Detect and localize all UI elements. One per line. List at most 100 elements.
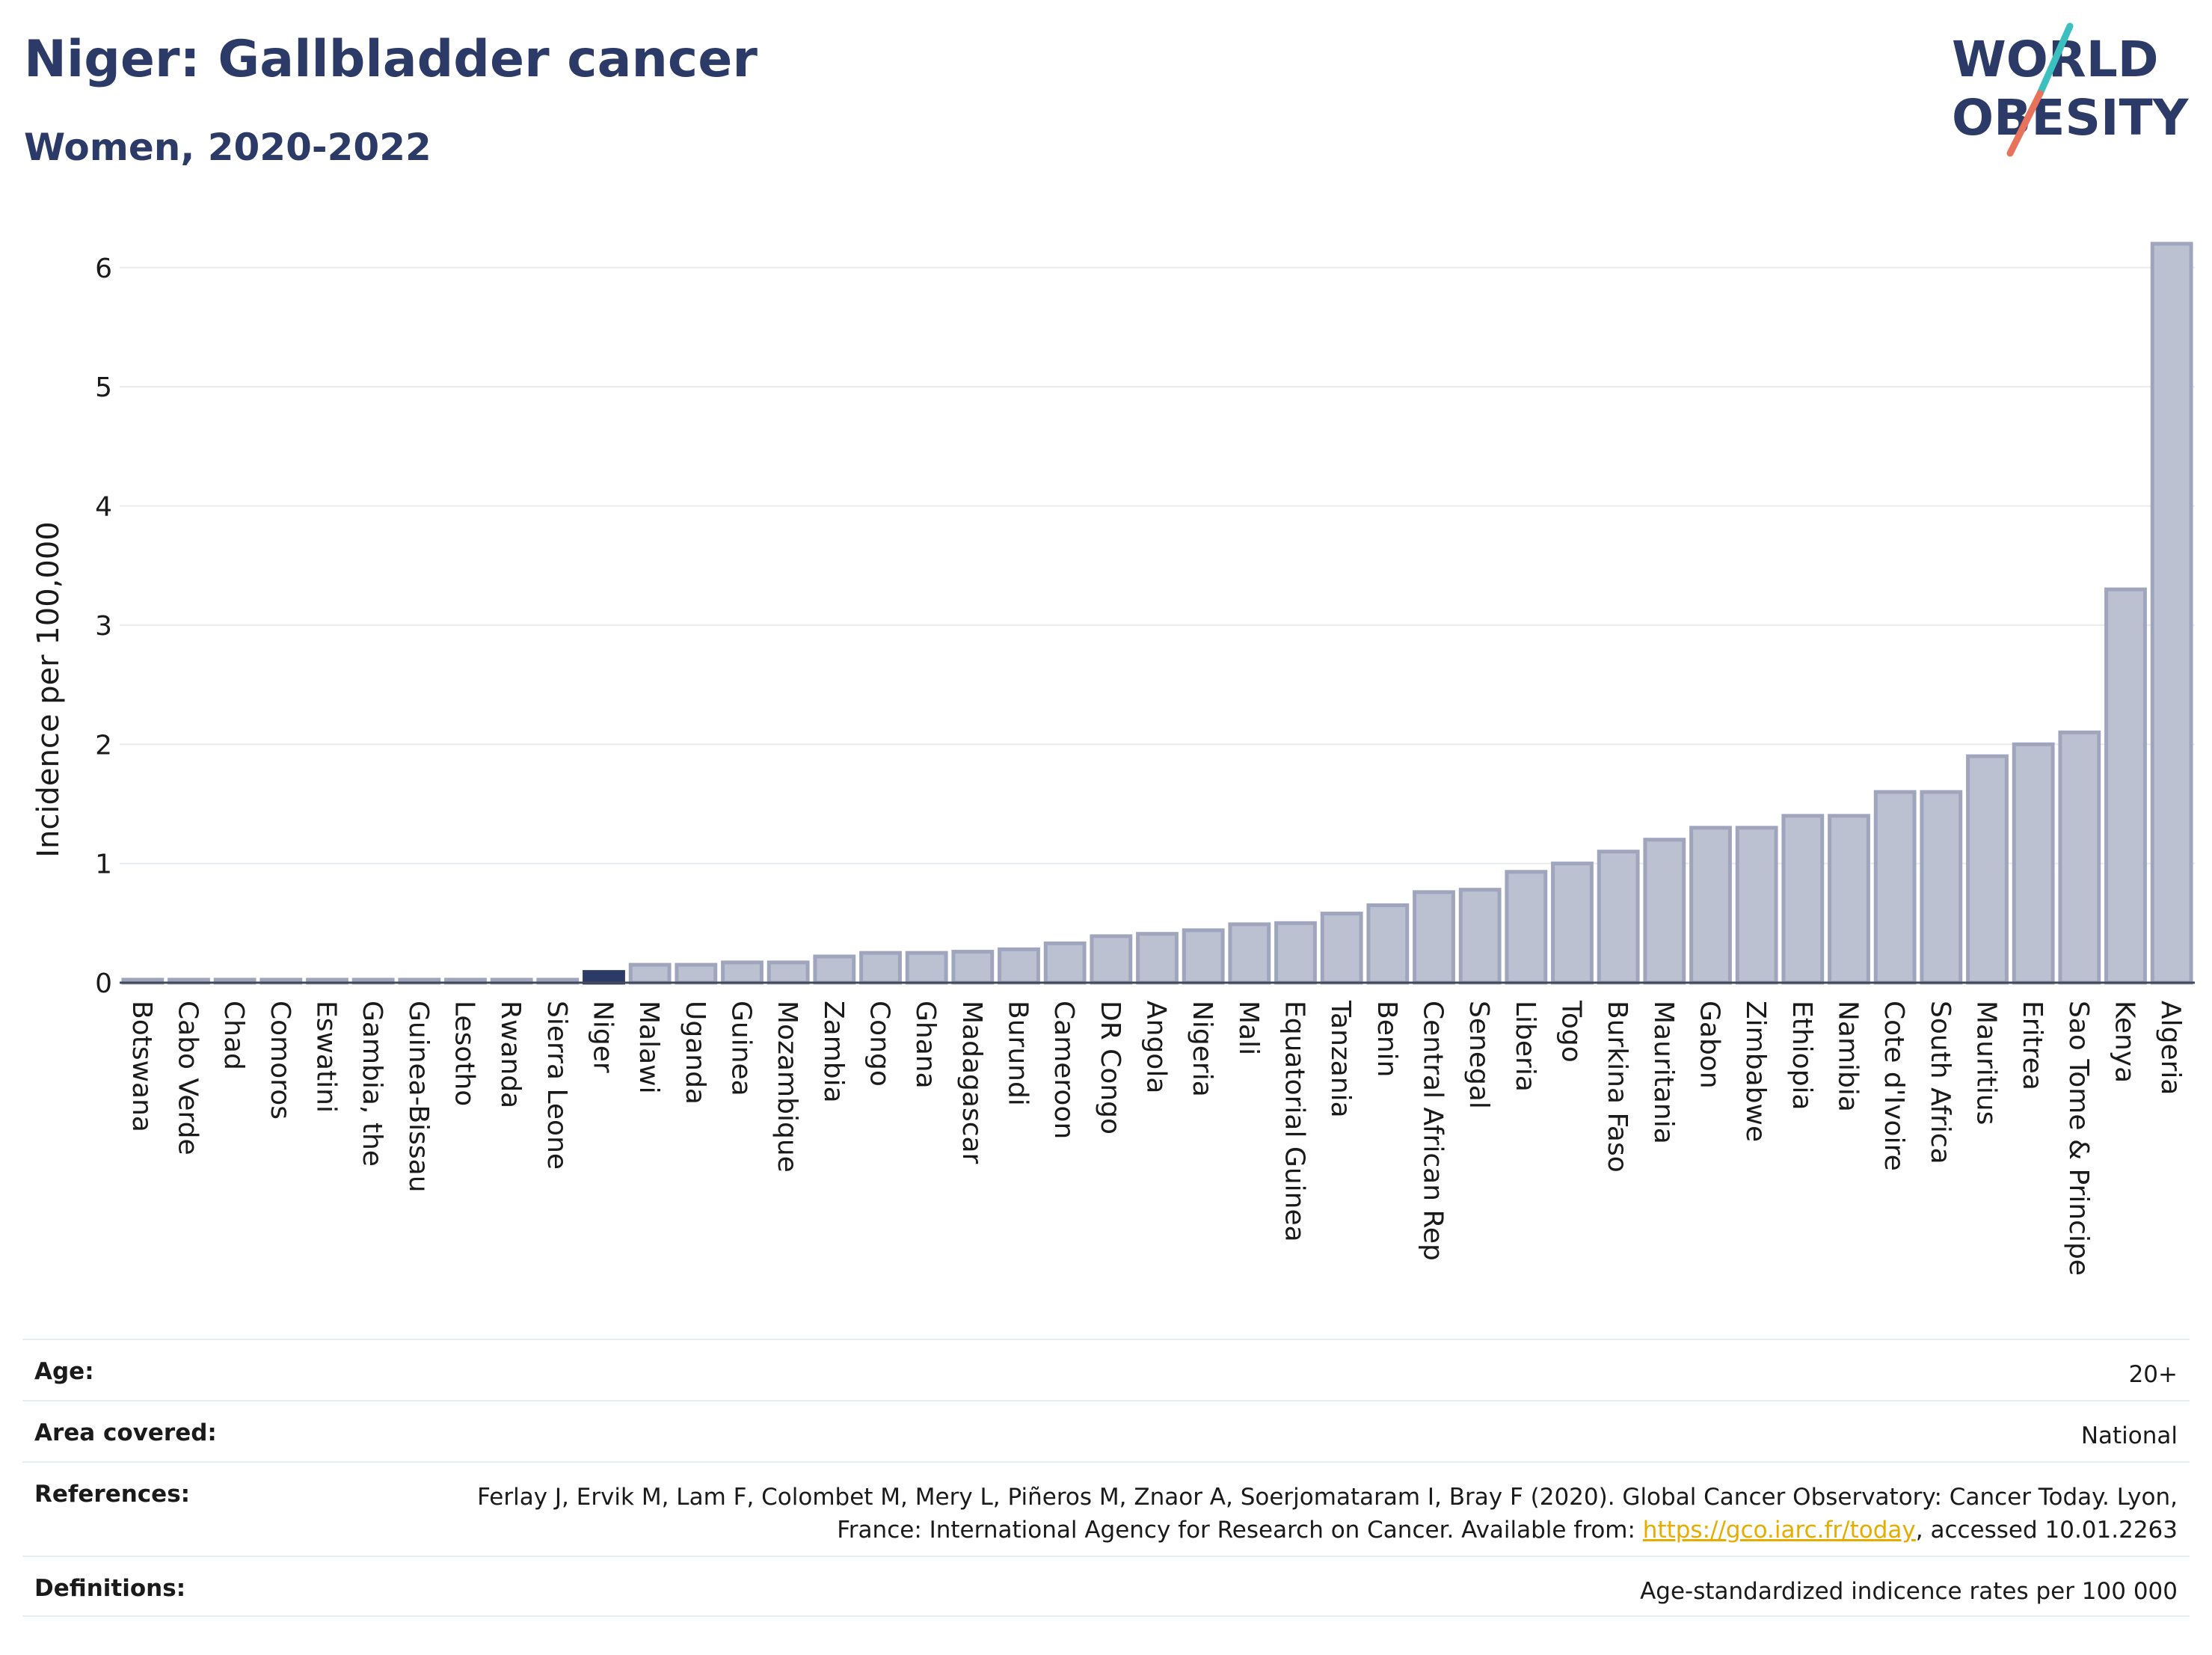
references-text-2: , accessed 10.01.2263 — [1915, 1517, 2178, 1544]
x-tick-label: Zimbabwe — [1740, 1001, 1771, 1142]
bar-niger — [583, 970, 625, 985]
bar-mozambique — [766, 960, 810, 985]
x-tick-label: Ethiopia — [1787, 1001, 1817, 1111]
x-tick-label: Sao Tome & Principe — [2063, 1001, 2094, 1276]
bar-burundi — [998, 947, 1040, 985]
age-label: Age: — [34, 1358, 94, 1385]
area-value: National — [2080, 1422, 2178, 1449]
bar-namibia — [1828, 814, 1870, 985]
y-tick-label: 2 — [95, 730, 112, 761]
bar-equatorial-guinea — [1274, 921, 1317, 985]
chart-title: Niger: Gallbladder cancer — [24, 30, 758, 89]
x-tick-label: Niger — [588, 1001, 618, 1073]
x-tick-label: Togo — [1556, 1000, 1587, 1063]
x-tick-label: Algeria — [2155, 1001, 2186, 1096]
x-tick-label: Lesotho — [449, 1001, 480, 1106]
y-axis-label: Incidence per 100,000 — [31, 521, 66, 858]
meta-row-references: References: Ferlay J, Ervik M, Lam F, Co… — [22, 1461, 2190, 1556]
x-axis-ticks: Botswana Cabo Verde Chad Comoros Eswatini Gam… — [126, 1000, 2186, 1276]
area-label: Area covered: — [34, 1419, 217, 1446]
logo-slash-bottom-icon — [2006, 90, 2044, 157]
x-tick-label: Rwanda — [495, 1001, 526, 1108]
bar-central-african-rep — [1413, 890, 1455, 985]
bar-madagascar — [951, 950, 995, 985]
references-text-1: Ferlay J, Ervik M, Lam F, Colombet M, Me… — [477, 1484, 2178, 1544]
bar-togo — [1551, 862, 1594, 985]
x-tick-label: Zambia — [818, 1001, 849, 1103]
x-tick-label: Benin — [1371, 1001, 1402, 1077]
bar-kenya — [2104, 587, 2147, 985]
x-tick-label: Eritrea — [2017, 1001, 2047, 1090]
bar-mauritania — [1643, 838, 1686, 985]
bar-eritrea — [2012, 742, 2055, 985]
bar-gabon — [1689, 826, 1732, 985]
bar-algeria — [2150, 242, 2193, 985]
x-tick-label: Mozambique — [772, 1001, 802, 1173]
bar-zimbabwe — [1735, 826, 1778, 985]
x-tick-label: Botswana — [126, 1001, 157, 1132]
chart-subtitle: Women, 2020-2022 — [24, 126, 431, 169]
x-tick-label: Burundi — [1003, 1001, 1033, 1106]
bar-guinea — [721, 960, 764, 985]
bar-cameroon — [1043, 941, 1087, 985]
logo-slash-top-icon — [2036, 22, 2074, 97]
bar-burkina-faso — [1597, 850, 1640, 985]
x-tick-label: Chad — [218, 1001, 249, 1070]
bar-senegal — [1458, 888, 1502, 985]
references-label: References: — [34, 1481, 191, 1508]
bar-congo — [859, 951, 902, 985]
x-tick-label: DR Congo — [1095, 1001, 1125, 1134]
y-axis-ticks: 0 1 2 3 4 5 6 — [95, 254, 112, 999]
bar-liberia — [1505, 870, 1548, 985]
x-tick-label: Tanzania — [1325, 1000, 1356, 1118]
bar-chart: 0 1 2 3 4 5 6 Incidence per 100,000 Botswana Ca… — [31, 242, 2195, 1276]
x-tick-label: Madagascar — [956, 1001, 987, 1164]
x-tick-label: Cabo Verde — [173, 1001, 203, 1155]
bar-zambia — [813, 954, 856, 985]
bar-tanzania — [1320, 912, 1363, 985]
x-tick-label: Malawi — [633, 1001, 664, 1094]
x-tick-label: Uganda — [680, 1001, 710, 1105]
x-tick-label: Ghana — [910, 1001, 941, 1089]
x-tick-label: Guinea-Bissau — [403, 1001, 434, 1193]
y-tick-label: 4 — [95, 492, 112, 523]
meta-row-age: Age: 20+ — [22, 1339, 2190, 1400]
bars — [121, 242, 2193, 985]
x-tick-label: Mauritius — [1971, 1001, 2002, 1125]
definitions-label: Definitions: — [34, 1575, 186, 1602]
x-tick-label: Gabon — [1695, 1001, 1725, 1089]
x-tick-label: Gambia, the — [357, 1001, 387, 1167]
x-tick-label: Mali — [1233, 1001, 1264, 1055]
x-tick-label: Liberia — [1510, 1001, 1540, 1092]
bar-mali — [1228, 922, 1271, 985]
age-value: 20+ — [2128, 1361, 2178, 1388]
bar-sao-tome-principe — [2058, 730, 2101, 985]
bar-mauritius — [1966, 754, 2009, 985]
world-obesity-logo: WORLD OBESITY — [1952, 22, 2190, 157]
x-tick-label: Eswatini — [311, 1001, 342, 1113]
x-tick-label: Cote d'Ivoire — [1878, 1001, 1909, 1171]
x-tick-label: Kenya — [2110, 1001, 2140, 1083]
bar-ghana — [905, 951, 948, 985]
references-link[interactable]: https://gco.iarc.fr/today — [1642, 1517, 1916, 1544]
x-tick-label: Nigeria — [1187, 1001, 1217, 1097]
logo-line-2: OBESITY — [1952, 89, 2190, 147]
definitions-value: Age-standardized indicence rates per 100… — [1640, 1578, 2178, 1605]
y-tick-label: 5 — [95, 372, 112, 403]
metadata-table: Age: 20+ Area covered: National Referenc… — [22, 1339, 2190, 1617]
x-tick-label: Guinea — [726, 1001, 757, 1096]
y-tick-label: 1 — [95, 850, 112, 880]
bar-uganda — [675, 962, 718, 985]
bar-angola — [1136, 932, 1179, 985]
bar-south-africa — [1920, 790, 1963, 985]
bar-malawi — [628, 962, 672, 985]
x-tick-label: Senegal — [1463, 1001, 1494, 1109]
x-tick-label: Angola — [1141, 1001, 1172, 1093]
x-tick-label: Cameroon — [1048, 1001, 1079, 1139]
bar-cote-d-ivoire — [1873, 790, 1917, 985]
x-tick-label: Sierra Leone — [541, 1001, 572, 1170]
x-tick-label: Equatorial Guinea — [1279, 1001, 1310, 1242]
x-tick-label: Burkina Faso — [1602, 1001, 1632, 1173]
bar-dr-congo — [1090, 934, 1133, 985]
y-tick-label: 0 — [95, 968, 112, 999]
